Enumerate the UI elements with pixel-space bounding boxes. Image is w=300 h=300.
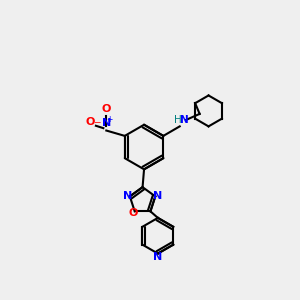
Text: O: O [102,104,111,114]
Text: N: N [123,191,132,201]
Text: N: N [180,115,189,125]
Text: +: + [107,115,113,124]
Text: O: O [129,208,138,218]
Text: N: N [153,252,163,262]
Text: N: N [153,191,162,201]
Text: H: H [174,115,182,125]
Text: N: N [102,118,111,128]
Text: −: − [93,117,101,126]
Text: O: O [86,117,95,127]
